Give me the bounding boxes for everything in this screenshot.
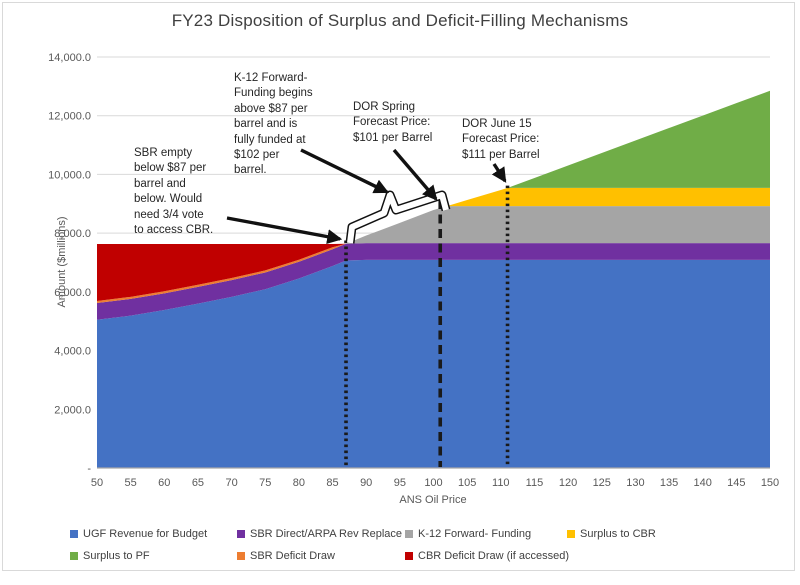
x-tick-label: 50 <box>91 477 103 489</box>
legend-swatch <box>237 530 245 538</box>
chart-title: FY23 Disposition of Surplus and Deficit-… <box>171 11 629 30</box>
y-tick-label: 2,000.0 <box>54 404 91 416</box>
x-tick-label: 125 <box>593 477 611 489</box>
area-cbr_surplus <box>97 187 770 245</box>
legend-swatch <box>237 552 245 560</box>
x-tick-label: 55 <box>125 477 137 489</box>
y-tick-label: 10,000.0 <box>48 169 91 181</box>
annotation-sbr-empty: SBR empty below $87 per barrel and below… <box>134 147 214 237</box>
legend-label: UGF Revenue for Budget <box>83 528 208 540</box>
x-axis-title: ANS Oil Price <box>399 494 467 506</box>
x-tick-label: 120 <box>559 477 577 489</box>
x-tick-label: 110 <box>492 477 510 489</box>
y-tick-label: - <box>87 463 91 475</box>
legend-swatch <box>70 552 78 560</box>
x-tick-label: 85 <box>326 477 338 489</box>
legend-label: SBR Direct/ARPA Rev Replace <box>250 528 403 540</box>
legend-item-sbr_deficit: SBR Deficit Draw <box>237 550 335 562</box>
annotation-dor-june-forecast: DOR June 15 Forecast Price: $111 per Bar… <box>462 118 540 161</box>
legend-item-pf_surplus: Surplus to PF <box>70 550 150 562</box>
x-tick-label: 105 <box>458 477 476 489</box>
legend-label: Surplus to CBR <box>580 528 656 540</box>
x-tick-label: 100 <box>424 477 442 489</box>
y-tick-label: 8,000.0 <box>54 228 91 240</box>
x-tick-label: 145 <box>727 477 745 489</box>
legend-item-cbr_deficit: CBR Deficit Draw (if accessed) <box>405 550 569 562</box>
legend-label: SBR Deficit Draw <box>250 550 335 562</box>
x-tick-label: 130 <box>626 477 644 489</box>
legend-label: Surplus to PF <box>83 550 150 562</box>
x-tick-label: 90 <box>360 477 372 489</box>
x-tick-label: 70 <box>225 477 237 489</box>
x-tick-label: 115 <box>526 477 544 489</box>
x-tick-label: 140 <box>694 477 712 489</box>
legend-label: K-12 Forward- Funding <box>418 528 532 540</box>
y-tick-label: 12,000.0 <box>48 111 91 123</box>
area-cbr_deficit <box>97 243 770 301</box>
y-tick-label: 14,000.0 <box>48 52 91 64</box>
legend-swatch <box>405 530 413 538</box>
area-sbr_direct <box>97 243 770 320</box>
area-pf_surplus <box>97 90 770 245</box>
annotation-k12-forward-funding: K-12 Forward- Funding begins above $87 p… <box>234 72 313 177</box>
legend-swatch <box>405 552 413 560</box>
legend-item-sbr_direct: SBR Direct/ARPA Rev Replace <box>237 528 402 540</box>
x-tick-label: 95 <box>394 477 406 489</box>
legend-item-k12: K-12 Forward- Funding <box>405 528 531 540</box>
legend-item-cbr_surplus: Surplus to CBR <box>567 528 656 540</box>
x-tick-label: 150 <box>761 477 779 489</box>
area-ugf <box>97 259 770 468</box>
legend-item-ugf: UGF Revenue for Budget <box>70 528 207 540</box>
x-tick-label: 60 <box>158 477 170 489</box>
annotation-dor-spring-forecast: DOR Spring Forecast Price: $101 per Barr… <box>353 101 433 144</box>
y-tick-label: 4,000.0 <box>54 346 91 358</box>
legend-label: CBR Deficit Draw (if accessed) <box>418 550 569 562</box>
y-tick-label: 6,000.0 <box>54 287 91 299</box>
x-tick-label: 75 <box>259 477 271 489</box>
x-tick-label: 80 <box>293 477 305 489</box>
x-tick-label: 65 <box>192 477 204 489</box>
legend-swatch <box>70 530 78 538</box>
legend-swatch <box>567 530 575 538</box>
x-tick-label: 135 <box>660 477 678 489</box>
